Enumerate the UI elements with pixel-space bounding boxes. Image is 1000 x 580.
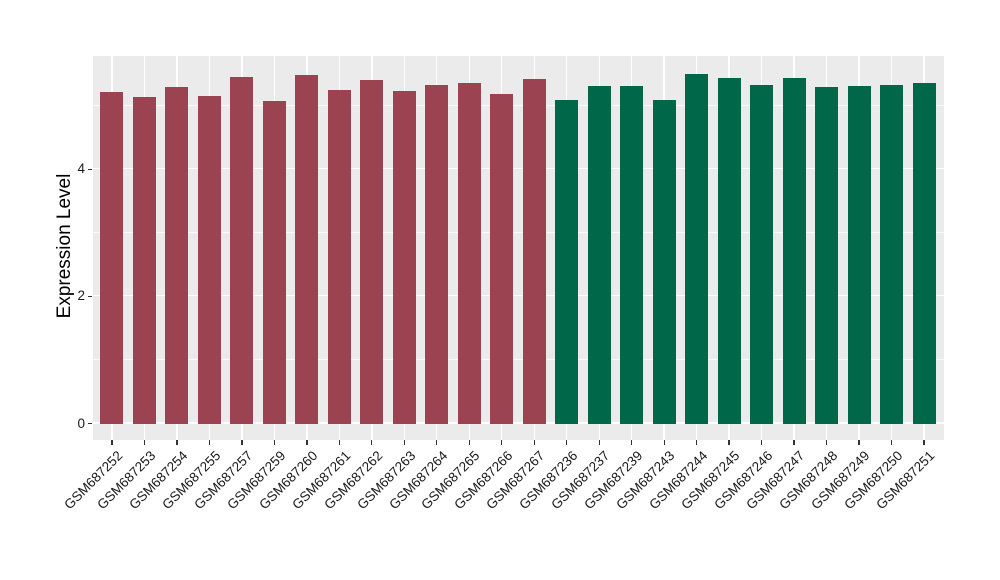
x-tick-mark: [728, 440, 730, 445]
y-tick-mark: [87, 422, 92, 425]
x-tick-mark: [403, 440, 405, 445]
bar: [165, 87, 189, 424]
bar: [620, 86, 644, 424]
bar: [815, 86, 839, 424]
x-tick-mark: [241, 440, 243, 445]
bar: [587, 86, 611, 424]
bar: [750, 84, 774, 424]
x-tick-mark: [858, 440, 860, 445]
x-tick-mark: [793, 440, 795, 445]
bar: [295, 75, 319, 424]
bar: [457, 82, 481, 424]
x-tick-mark: [760, 440, 763, 445]
bar: [782, 78, 806, 424]
bar: [490, 94, 514, 424]
x-tick-mark: [143, 440, 146, 445]
x-tick-mark: [890, 440, 893, 445]
x-tick-mark: [371, 440, 373, 445]
y-tick-mark: [87, 295, 92, 298]
x-tick-mark: [436, 440, 438, 445]
x-tick-mark: [663, 440, 665, 445]
bar: [197, 96, 221, 424]
bar: [327, 89, 351, 424]
x-tick-mark: [306, 440, 308, 445]
y-tick-mark: [87, 168, 92, 170]
x-tick-mark: [566, 440, 568, 445]
bar: [652, 100, 676, 424]
x-tick-mark: [468, 440, 470, 445]
bar: [880, 84, 904, 424]
bar: [425, 84, 449, 424]
x-tick-mark: [695, 440, 698, 445]
bar: [360, 79, 384, 424]
gridline-minor-horizontal: [92, 231, 944, 233]
bar: [262, 101, 286, 424]
gridline-major-horizontal: [92, 167, 944, 170]
x-tick-mark: [501, 440, 503, 445]
gridline-minor-horizontal: [92, 104, 944, 106]
bar: [717, 77, 741, 424]
gridline-minor-horizontal: [92, 358, 944, 360]
x-tick-mark: [598, 440, 600, 445]
x-tick-mark: [176, 440, 178, 445]
gridline-major-horizontal: [92, 422, 944, 424]
x-tick-mark: [111, 440, 113, 445]
x-tick-mark: [273, 440, 276, 445]
x-tick-mark: [208, 440, 211, 445]
y-tick-label: 0: [77, 415, 85, 431]
x-tick-mark: [338, 440, 340, 445]
x-tick-mark: [533, 440, 535, 445]
bar: [847, 86, 871, 424]
bar: [912, 82, 936, 424]
plot-panel: [92, 56, 944, 440]
bar: [132, 96, 156, 424]
bar: [522, 79, 546, 424]
bar: [555, 100, 579, 424]
bar: [100, 91, 124, 424]
bar: [392, 90, 416, 424]
x-tick-mark: [631, 440, 633, 445]
bar: [685, 73, 709, 424]
x-tick-mark: [923, 440, 925, 445]
x-tick-mark: [825, 440, 828, 445]
gridline-major-horizontal: [92, 295, 944, 297]
bar: [230, 76, 254, 424]
y-tick-label: 4: [77, 161, 85, 177]
y-tick-label: 2: [77, 288, 85, 304]
